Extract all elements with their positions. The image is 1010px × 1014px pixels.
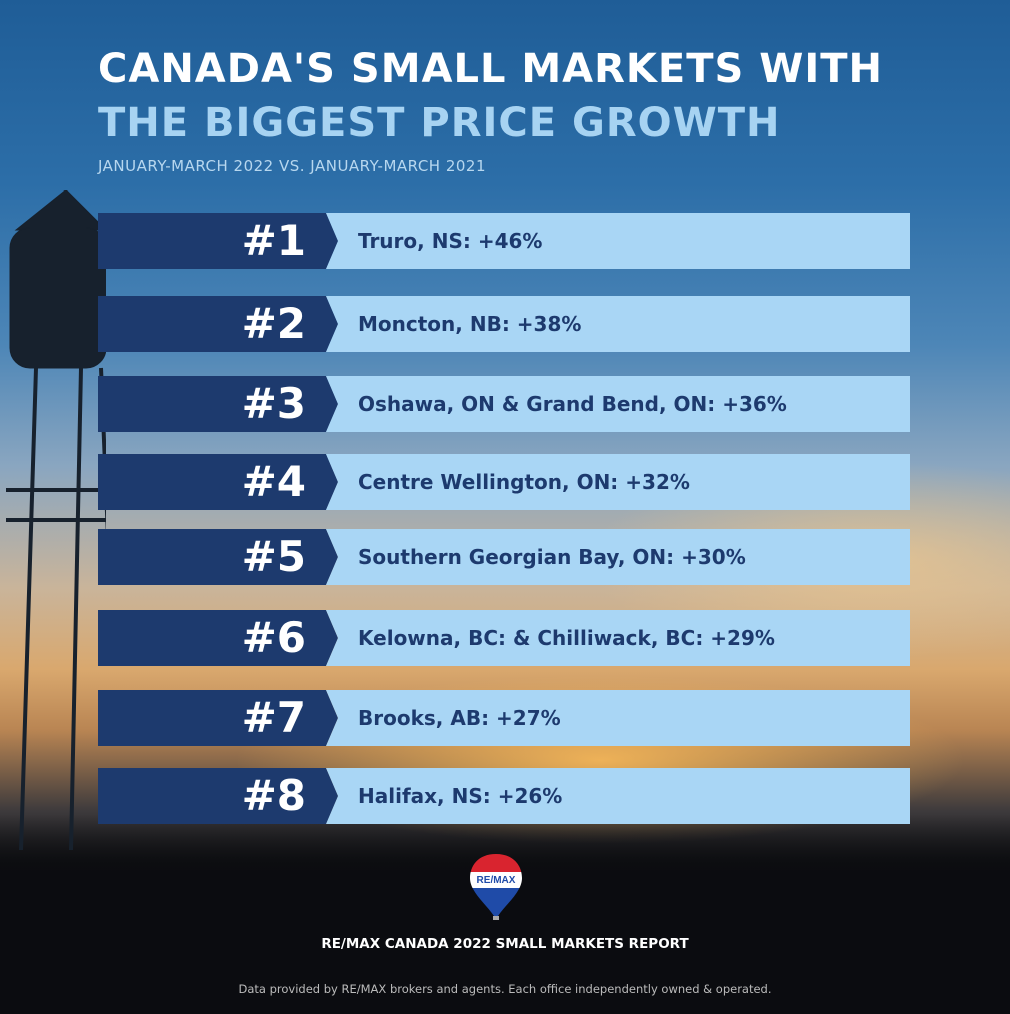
ranking-row: #8 Halifax, NS: +26% bbox=[98, 768, 910, 824]
rank-badge: #2 bbox=[98, 296, 338, 352]
ranking-row: #1 Truro, NS: +46% bbox=[98, 213, 910, 269]
rank-badge: #5 bbox=[98, 529, 338, 585]
rank-badge: #8 bbox=[98, 768, 338, 824]
ranking-label: Brooks, AB: +27% bbox=[326, 690, 910, 746]
disclaimer: Data provided by RE/MAX brokers and agen… bbox=[238, 982, 772, 996]
ranking-row: #6 Kelowna, BC: & Chilliwack, BC: +29% bbox=[98, 610, 910, 666]
ranking-label: Oshawa, ON & Grand Bend, ON: +36% bbox=[326, 376, 910, 432]
ranking-label: Centre Wellington, ON: +32% bbox=[326, 454, 910, 510]
ranking-row: #7 Brooks, AB: +27% bbox=[98, 690, 910, 746]
title-line-2: THE BIGGEST PRICE GROWTH bbox=[98, 100, 781, 146]
ranking-label: Kelowna, BC: & Chilliwack, BC: +29% bbox=[326, 610, 910, 666]
remax-balloon-logo: RE/MAX bbox=[470, 854, 522, 920]
ranking-label: Southern Georgian Bay, ON: +30% bbox=[326, 529, 910, 585]
rank-badge: #4 bbox=[98, 454, 338, 510]
rank-badge: #6 bbox=[98, 610, 338, 666]
ranking-row: #4 Centre Wellington, ON: +32% bbox=[98, 454, 910, 510]
rank-badge: #7 bbox=[98, 690, 338, 746]
water-tower-icon bbox=[6, 190, 106, 851]
subtitle: JANUARY-MARCH 2022 VS. JANUARY-MARCH 202… bbox=[98, 157, 487, 175]
ranking-row: #5 Southern Georgian Bay, ON: +30% bbox=[98, 529, 910, 585]
ranking-label: Halifax, NS: +26% bbox=[326, 768, 910, 824]
report-title: RE/MAX CANADA 2022 SMALL MARKETS REPORT bbox=[321, 936, 689, 952]
ranking-label: Truro, NS: +46% bbox=[326, 213, 910, 269]
ranking-row: #2 Moncton, NB: +38% bbox=[98, 296, 910, 352]
rank-badge: #3 bbox=[98, 376, 338, 432]
svg-text:RE/MAX: RE/MAX bbox=[477, 875, 516, 886]
title-line-1: CANADA'S SMALL MARKETS WITH bbox=[98, 46, 884, 92]
ranking-label: Moncton, NB: +38% bbox=[326, 296, 910, 352]
rank-badge: #1 bbox=[98, 213, 338, 269]
tree-silhouette-background bbox=[0, 814, 1010, 1014]
ranking-row: #3 Oshawa, ON & Grand Bend, ON: +36% bbox=[98, 376, 910, 432]
